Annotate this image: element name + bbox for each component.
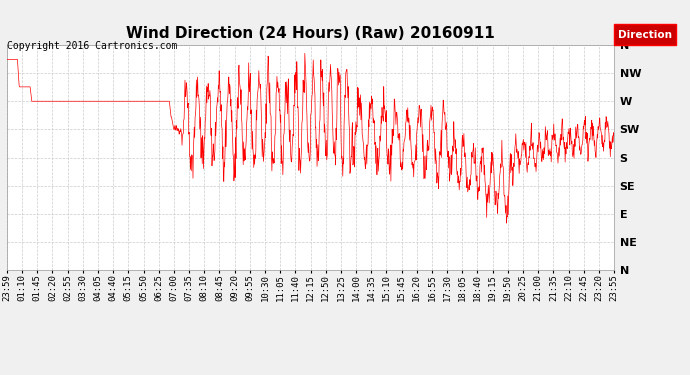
Text: Copyright 2016 Cartronics.com: Copyright 2016 Cartronics.com — [7, 41, 177, 51]
Text: Wind Direction (24 Hours) (Raw) 20160911: Wind Direction (24 Hours) (Raw) 20160911 — [126, 26, 495, 41]
Text: Direction: Direction — [618, 30, 672, 40]
